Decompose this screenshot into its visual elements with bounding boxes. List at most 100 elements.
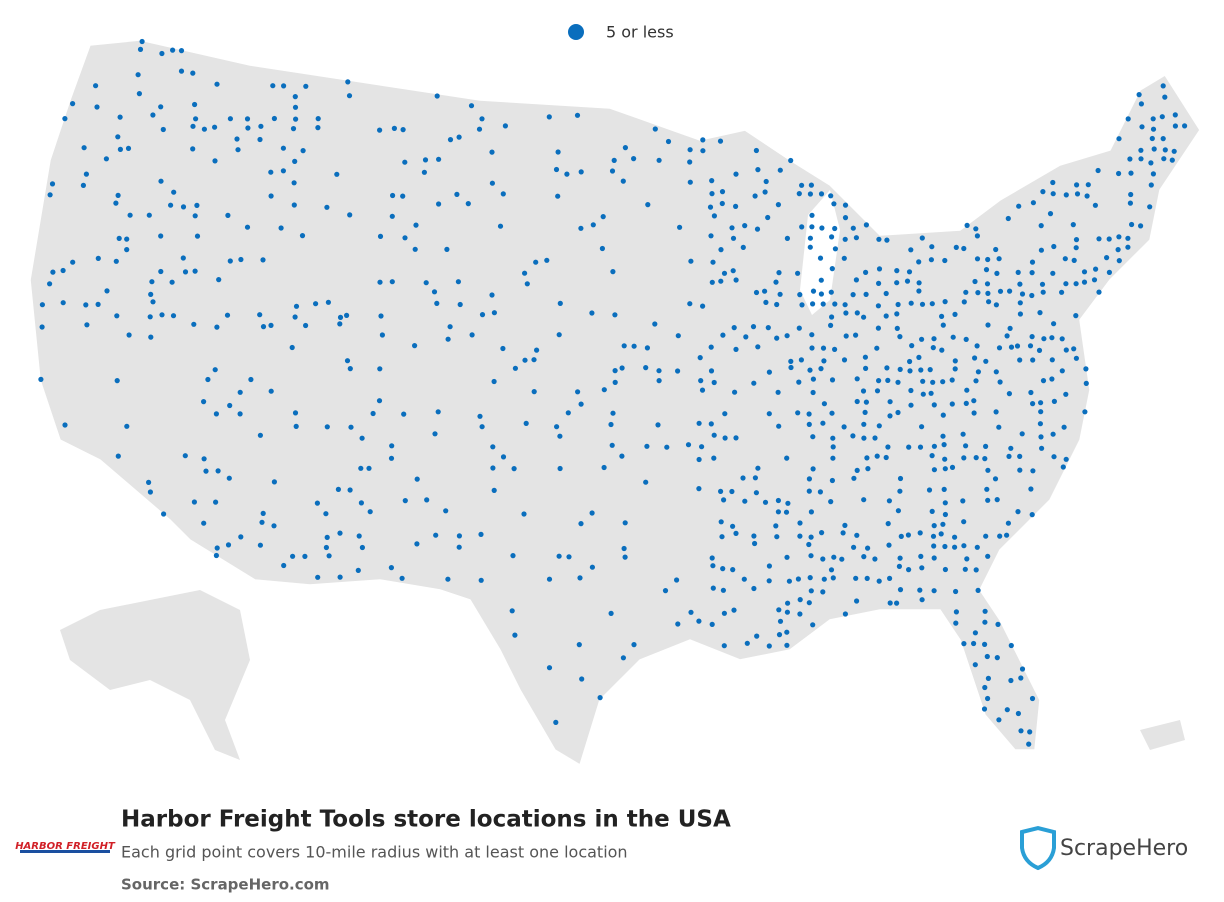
store-dot bbox=[302, 553, 308, 560]
store-dot bbox=[1115, 247, 1121, 253]
store-dot bbox=[50, 269, 56, 275]
store-dot bbox=[688, 609, 694, 615]
store-dot bbox=[810, 466, 816, 472]
store-dot bbox=[940, 412, 946, 418]
store-dot bbox=[718, 519, 724, 525]
store-dot bbox=[931, 523, 937, 529]
store-dot bbox=[894, 311, 900, 317]
store-dot bbox=[842, 202, 849, 208]
store-dot bbox=[1139, 124, 1145, 130]
store-dot bbox=[609, 442, 615, 448]
store-dot bbox=[150, 299, 156, 305]
subtitle: Each grid point covers 10-mile radius wi… bbox=[121, 843, 628, 862]
store-dot bbox=[609, 168, 616, 174]
store-dot bbox=[784, 235, 791, 241]
store-dot bbox=[897, 334, 903, 340]
store-dot bbox=[720, 332, 726, 338]
store-dot bbox=[158, 268, 164, 275]
store-dot bbox=[862, 354, 869, 360]
store-dot bbox=[1040, 289, 1046, 295]
store-dot bbox=[750, 324, 757, 330]
store-dot bbox=[708, 421, 714, 427]
store-dot bbox=[94, 104, 100, 110]
store-dot bbox=[1073, 237, 1080, 243]
store-dot bbox=[985, 256, 991, 263]
store-dot bbox=[753, 289, 760, 296]
store-dot bbox=[645, 202, 651, 208]
store-dot bbox=[84, 322, 90, 328]
store-dot bbox=[1062, 256, 1068, 262]
store-dot bbox=[180, 255, 186, 261]
store-dot bbox=[1162, 147, 1168, 153]
store-dot bbox=[828, 567, 835, 573]
store-dot bbox=[534, 347, 540, 353]
store-dot bbox=[806, 476, 813, 482]
store-dot bbox=[797, 611, 803, 617]
store-dot bbox=[720, 587, 727, 593]
store-dot bbox=[1128, 191, 1134, 198]
store-dot bbox=[1116, 258, 1122, 264]
store-dot bbox=[920, 391, 926, 397]
store-dot bbox=[853, 235, 860, 241]
store-dot bbox=[733, 171, 739, 177]
store-dot bbox=[709, 191, 715, 197]
store-dot bbox=[1093, 266, 1099, 272]
store-dot bbox=[854, 598, 860, 604]
store-dot bbox=[939, 313, 945, 319]
store-dot bbox=[983, 443, 989, 449]
store-dot bbox=[687, 179, 693, 185]
store-dot bbox=[839, 556, 845, 562]
store-dot bbox=[908, 402, 914, 408]
store-dot bbox=[916, 259, 922, 265]
store-dot bbox=[203, 468, 209, 474]
store-dot bbox=[388, 565, 394, 571]
store-dot bbox=[797, 597, 803, 603]
store-dot bbox=[797, 533, 803, 539]
store-dot bbox=[359, 544, 365, 551]
store-dot bbox=[489, 149, 495, 155]
store-dot bbox=[688, 258, 694, 264]
store-dot bbox=[257, 432, 263, 438]
store-dot bbox=[1006, 453, 1012, 459]
store-dot bbox=[621, 545, 627, 552]
store-dot bbox=[1050, 270, 1056, 276]
store-dot bbox=[1151, 146, 1157, 152]
store-dot bbox=[1027, 343, 1034, 349]
store-dot bbox=[818, 191, 825, 197]
store-dot bbox=[1095, 167, 1101, 174]
store-dot bbox=[744, 640, 750, 646]
store-dot bbox=[908, 247, 914, 253]
store-dot bbox=[799, 302, 805, 308]
store-dot bbox=[522, 357, 528, 363]
store-dot bbox=[1081, 269, 1088, 275]
store-dot bbox=[985, 553, 991, 559]
store-dot bbox=[929, 508, 935, 514]
store-dot bbox=[854, 376, 860, 382]
store-dot bbox=[511, 466, 517, 472]
store-dot bbox=[994, 655, 1000, 661]
store-dot bbox=[843, 333, 849, 339]
store-dot bbox=[1182, 123, 1188, 129]
store-dot bbox=[982, 684, 988, 691]
store-dot bbox=[612, 368, 618, 374]
store-dot bbox=[178, 48, 185, 54]
store-dot bbox=[1028, 486, 1034, 492]
store-dot bbox=[644, 345, 651, 351]
store-dot bbox=[721, 610, 728, 616]
store-dot bbox=[83, 302, 89, 308]
store-dot bbox=[818, 366, 824, 372]
store-dot bbox=[798, 357, 805, 363]
store-dot bbox=[1038, 247, 1044, 253]
store-dot bbox=[974, 544, 980, 550]
store-dot bbox=[1018, 728, 1024, 734]
store-dot bbox=[531, 357, 537, 363]
store-dot bbox=[799, 224, 805, 230]
store-dot bbox=[178, 68, 185, 74]
store-dot bbox=[370, 410, 376, 417]
store-dot bbox=[578, 225, 584, 231]
store-dot bbox=[213, 411, 219, 417]
store-dot bbox=[512, 632, 518, 638]
store-dot bbox=[346, 93, 353, 99]
store-dot bbox=[950, 334, 956, 340]
store-dot bbox=[424, 497, 430, 503]
